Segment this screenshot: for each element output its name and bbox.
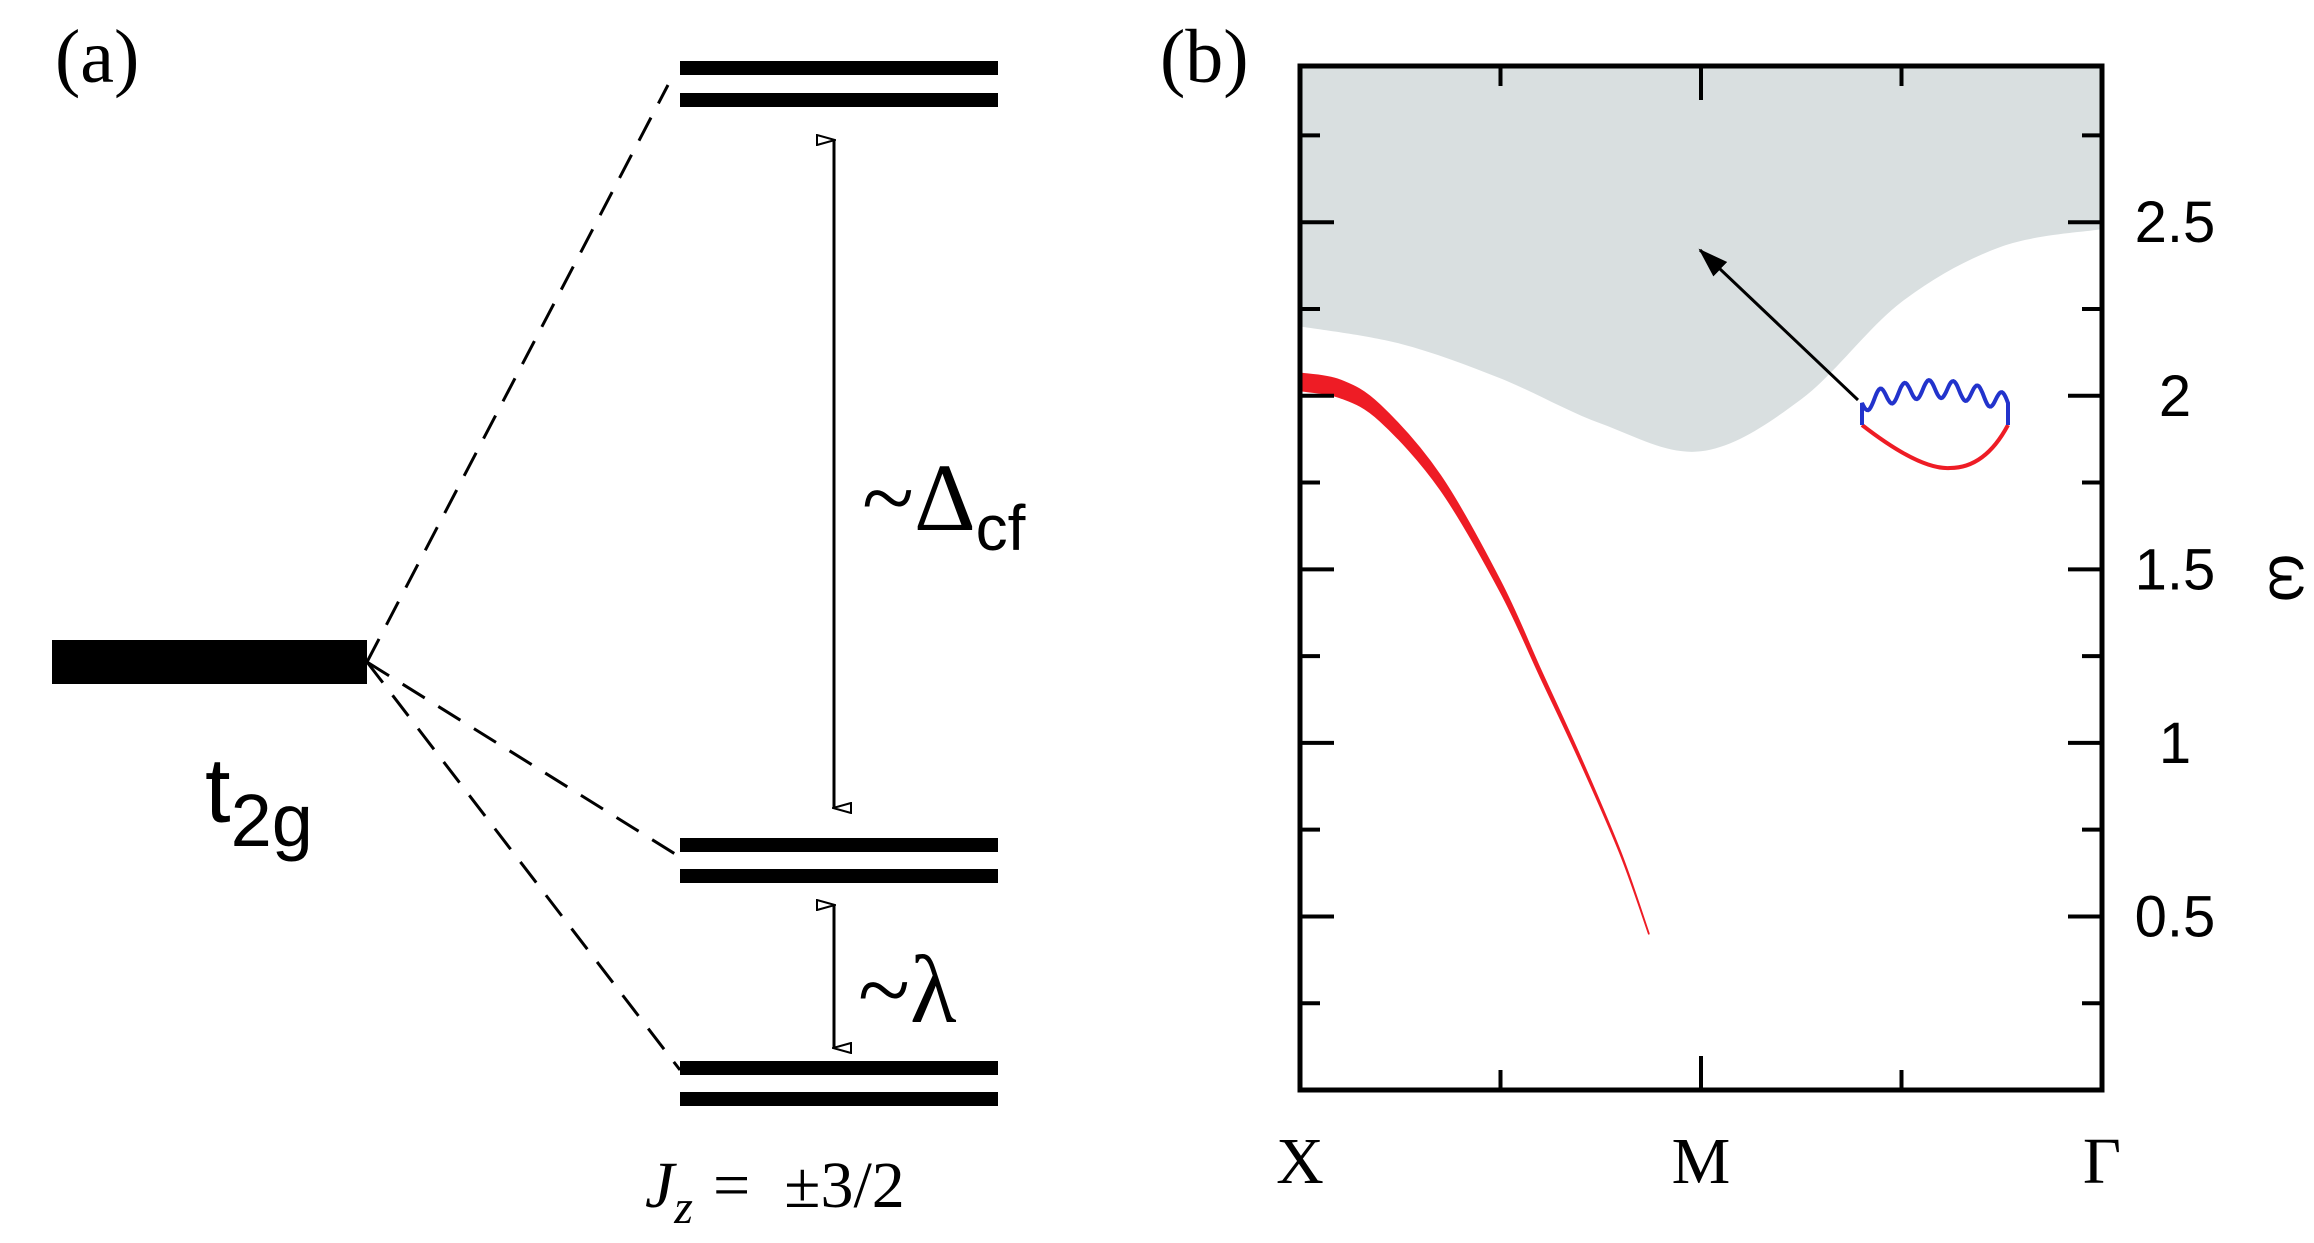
y-tick-label: 2 [2159,364,2191,429]
t2g-subscript: 2g [231,779,313,862]
y-tick-label: 0.5 [2135,884,2216,949]
magnon-mode-band [1299,372,1650,935]
jz-subscript: z [673,1181,693,1234]
diagram-red-arc [1860,423,2010,471]
lambda-label: ~λ [858,936,957,1043]
panel-b: (b) 0.5 1 1.5 2 2.5 ω X M Γ [1160,15,2314,1198]
delta-cf-label: ~Δcf [862,444,1026,564]
delta-cf-symbol: ~Δ [862,444,976,551]
jz-equals: = [713,1149,750,1222]
dashed-connectors [365,84,682,1071]
y-axis-label: ω [2256,554,2314,602]
panel-b-label: (b) [1160,15,1249,99]
middle-level [680,838,998,883]
jz-label: Jz = ±3/2 [645,1149,905,1234]
x-tick-label: M [1672,1125,1731,1198]
plot-area: 0.5 1 1.5 2 2.5 ω X M Γ [1276,63,2314,1198]
jz-symbol: J [645,1149,677,1222]
panel-a: (a) t2g ~Δcf [52,15,1026,1234]
decay-diagram [1698,248,2010,471]
delta-cf-subscript: cf [976,492,1026,564]
diagram-wavy-line [1860,377,2010,425]
x-tick-label: X [1276,1125,1324,1198]
decay-arrow [1698,248,1860,402]
y-tick-label: 1 [2159,711,2191,776]
y-tick-label: 2.5 [2135,190,2216,255]
t2g-name: t [205,740,231,842]
t2g-level [52,640,367,684]
x-tick-label: Γ [2083,1125,2121,1198]
t2g-label: t2g [205,740,313,862]
upper-level [680,61,998,107]
y-tick-label: 1.5 [2135,537,2216,602]
panel-a-label: (a) [55,15,139,99]
jz-value: ±3/2 [784,1149,905,1222]
lower-level [680,1061,998,1106]
